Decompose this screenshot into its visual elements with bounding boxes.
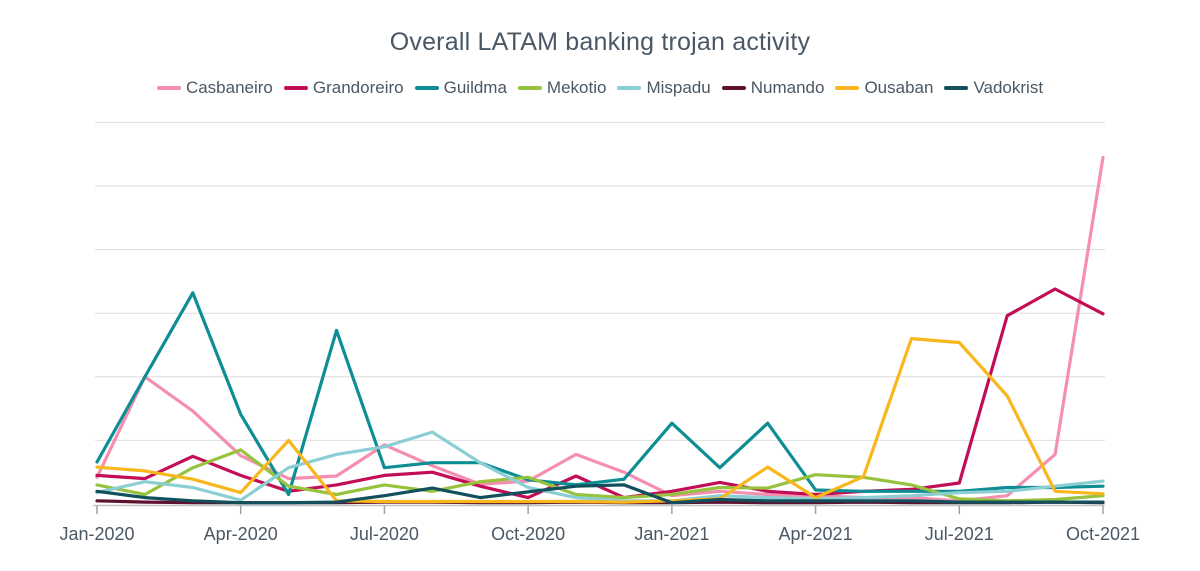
legend-label: Grandoreiro	[312, 78, 404, 97]
x-tick-label: Jan-2021	[634, 524, 709, 544]
legend-label: Numando	[750, 78, 825, 97]
legend-line-swatch	[721, 86, 746, 90]
legend-label: Casbaneiro	[185, 78, 273, 97]
series-line-grandoreiro	[95, 287, 1105, 500]
legend-line-swatch	[835, 86, 860, 90]
x-tick-label: Oct-2021	[1066, 524, 1140, 544]
legend-line-swatch	[517, 86, 542, 90]
x-tick-label: Oct-2020	[491, 524, 565, 544]
x-tick-label: Apr-2021	[779, 524, 853, 544]
x-tick-label: Jul-2020	[350, 524, 419, 544]
legend-item-mekotio[interactable]: Mekotio	[517, 78, 607, 98]
legend-label: Ousaban	[864, 78, 934, 97]
series-line-vadokrist	[95, 483, 1105, 505]
legend-item-guildma[interactable]: Guildma	[414, 78, 507, 98]
legend-label: Mekotio	[546, 78, 607, 97]
series-line-casbaneiro	[95, 155, 1105, 503]
legend-item-casbaneiro[interactable]: Casbaneiro	[156, 78, 273, 98]
legend-label: Vadokrist	[973, 78, 1044, 97]
legend-item-ousaban[interactable]: Ousaban	[835, 78, 933, 98]
legend-line-swatch	[617, 86, 642, 90]
legend-item-vadokrist[interactable]: Vadokrist	[944, 78, 1043, 98]
legend-item-mispadu[interactable]: Mispadu	[617, 78, 711, 98]
legend-item-grandoreiro[interactable]: Grandoreiro	[283, 78, 404, 98]
x-tick-label: Jul-2021	[925, 524, 994, 544]
legend-label: Mispadu	[646, 78, 711, 97]
series-line-mispadu	[95, 430, 1105, 503]
legend-line-swatch	[283, 86, 308, 90]
x-tick-label: Apr-2020	[204, 524, 278, 544]
legend-line-swatch	[944, 86, 969, 90]
legend: Casbaneiro Grandoreiro Guildma Mekotio M…	[0, 78, 1200, 98]
x-tick-label: Jan-2020	[59, 524, 134, 544]
series-line-ousaban	[95, 337, 1105, 504]
legend-item-numando[interactable]: Numando	[721, 78, 825, 98]
legend-label: Guildma	[443, 78, 507, 97]
chart-title: Overall LATAM banking trojan activity	[389, 28, 811, 56]
legend-line-swatch	[414, 86, 439, 90]
legend-line-swatch	[156, 86, 181, 90]
